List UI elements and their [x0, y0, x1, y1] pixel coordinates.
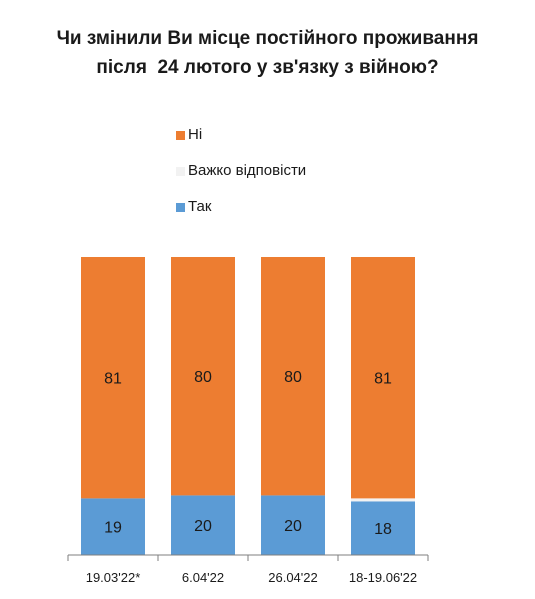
- x-tick-label-0: 19.03'22*: [86, 570, 141, 585]
- bar-no-1: [171, 257, 235, 496]
- data-label-yes-0: 19: [104, 520, 122, 537]
- bar-yes-3: [351, 501, 415, 555]
- bar-yes-2: [261, 495, 325, 555]
- data-label-yes-1: 20: [194, 518, 212, 535]
- data-label-no-0: 81: [104, 371, 122, 388]
- legend-label-hard-to-say: Важко відповісти: [188, 162, 307, 179]
- x-tick-label-1: 6.04'22: [182, 570, 224, 585]
- chart-title-line-1: Чи змінили Ви місце постійного проживанн…: [56, 28, 479, 49]
- chart-title: Чи змінили Ви місце постійного проживанн…: [0, 24, 535, 82]
- data-label-yes-2: 20: [284, 518, 302, 535]
- data-label-no-1: 80: [194, 369, 212, 386]
- bar-hard-to-say-3: [351, 498, 415, 502]
- data-label-no-2: 80: [284, 369, 302, 386]
- legend-label-yes: Так: [188, 198, 212, 215]
- legend-label-no: Ні: [188, 126, 203, 143]
- data-label-no-3: 81: [374, 371, 392, 388]
- bar-no-2: [261, 257, 325, 496]
- x-tick-label-3: 18-19.06'22: [349, 570, 417, 585]
- legend-swatch-hard-to-say: [176, 167, 185, 176]
- bar-no-0: [81, 257, 145, 499]
- chart-title-line-2: після 24 лютого у зв'язку з війною?: [96, 57, 439, 78]
- bar-yes-1: [171, 495, 235, 555]
- bar-yes-0: [81, 498, 145, 555]
- legend-swatch-no: [176, 131, 185, 140]
- data-label-yes-3: 18: [374, 521, 392, 538]
- x-tick-label-2: 26.04'22: [268, 570, 317, 585]
- bar-no-3: [351, 257, 415, 499]
- legend-swatch-yes: [176, 203, 185, 212]
